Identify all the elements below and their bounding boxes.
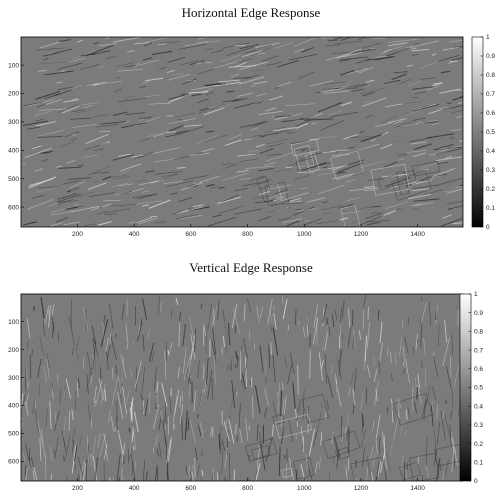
- colorbar-tick-label: 0.6: [486, 110, 495, 117]
- colorbar-tick-label: 0.3: [474, 422, 483, 429]
- x-tick-label: 800: [242, 231, 253, 238]
- vertical-edge-chart: 200 400 600 800 1000 1200 1400 100 200 300 400 500 6…: [8, 291, 483, 492]
- colorbar-tick-label: 0.4: [474, 403, 483, 410]
- colorbar-tick-label: 0.9: [486, 53, 495, 60]
- colorbar-tick-label: 0.9: [474, 310, 483, 317]
- colorbar-tick-label: 0.3: [486, 167, 495, 174]
- colorbar-tick-label: 0.4: [486, 148, 495, 155]
- heatmap-image: [21, 294, 463, 481]
- x-tick-label: 1400: [410, 231, 425, 238]
- x-tick-label: 800: [242, 485, 253, 492]
- colorbar-tick-label: 0.8: [486, 72, 495, 79]
- horizontal-edge-chart: 200 400 600 800 1000 1200 1400 100 200 300 400 500 6…: [8, 34, 495, 238]
- x-tick-label: 200: [72, 231, 83, 238]
- x-tick-label: 1200: [354, 231, 369, 238]
- x-tick-label: 1400: [410, 485, 425, 492]
- y-tick-label: 300: [8, 119, 19, 126]
- y-tick-label: 200: [8, 91, 19, 98]
- colorbar-tick-label: 0.6: [474, 366, 483, 373]
- edge-texture: [21, 37, 463, 227]
- colorbar-tick-label: 0: [486, 224, 490, 231]
- colorbar-tick-label: 1: [474, 291, 478, 298]
- x-tick-label: 1200: [354, 485, 369, 492]
- horizontal-edge-panel: Horizontal Edge Response 200 400 600 800 100…: [8, 5, 495, 238]
- y-tick-label: 200: [8, 347, 19, 354]
- x-tick-label: 600: [185, 485, 196, 492]
- colorbar-tick-label: 0.7: [486, 91, 495, 98]
- chart-title: Horizontal Edge Response: [181, 5, 321, 20]
- colorbar-tick-label: 0.5: [486, 129, 495, 136]
- colorbar-tick-label: 0.2: [474, 441, 483, 448]
- vertical-edge-panel: Vertical Edge Response 200 400 600 800 1000 1…: [0, 258, 502, 496]
- colorbar-tick-label: 0.1: [474, 460, 483, 467]
- x-tick-label: 200: [72, 485, 83, 492]
- heatmap-image: [21, 37, 463, 227]
- x-tick-label: 400: [129, 231, 140, 238]
- y-tick-label: 500: [8, 176, 19, 183]
- x-tick-label: 600: [185, 231, 196, 238]
- y-tick-label: 600: [8, 459, 19, 466]
- y-tick-label: 400: [8, 403, 19, 410]
- colorbar-tick-label: 1: [486, 34, 490, 41]
- colorbar-tick-label: 0: [474, 478, 478, 485]
- y-tick-label: 100: [8, 319, 19, 326]
- colorbar-tick-label: 0.1: [486, 205, 495, 212]
- y-tick-label: 100: [8, 62, 19, 69]
- edge-texture: [21, 294, 463, 481]
- x-tick-label: 1000: [297, 231, 312, 238]
- colorbar-tick-label: 0.5: [474, 385, 483, 392]
- x-tick-label: 400: [129, 485, 140, 492]
- colorbar-tick-label: 0.2: [486, 186, 495, 193]
- colorbar-tick-label: 0.8: [474, 329, 483, 336]
- chart-title: Vertical Edge Response: [189, 260, 313, 275]
- y-tick-label: 300: [8, 375, 19, 382]
- axes-frame: [20, 36, 464, 228]
- y-tick-label: 600: [8, 204, 19, 211]
- y-tick-label: 500: [8, 431, 19, 438]
- y-tick-label: 400: [8, 148, 19, 155]
- x-tick-label: 1000: [297, 485, 312, 492]
- colorbar-tick-label: 0.7: [474, 347, 483, 354]
